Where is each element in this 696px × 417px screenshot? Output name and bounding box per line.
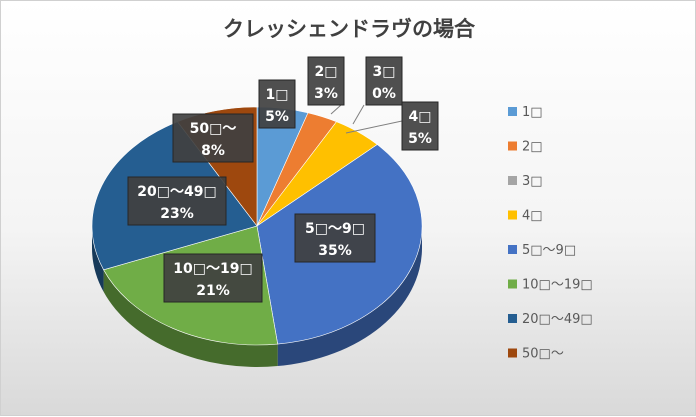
data-labels: 1□ 5% 2□ 3% 3□ 0% 4□ 5% 5□～9□ 35% 10□～19□ 21% 20□～49…	[127, 56, 439, 303]
data-label-box-1	[258, 79, 296, 129]
legend-swatch-7	[508, 314, 517, 323]
data-label-box-3	[365, 56, 403, 106]
data-label-category-6: 10□～19□	[173, 261, 252, 277]
legend-swatch-1	[508, 107, 517, 116]
legend-swatch-4	[508, 210, 517, 220]
leader-line-2	[330, 104, 342, 115]
pie-side-6	[103, 269, 278, 367]
legend-label-1: 1□	[522, 105, 543, 120]
data-label-category-2: 2□	[315, 64, 338, 80]
legend-swatch-2	[508, 141, 517, 151]
legend-swatch-5	[508, 245, 517, 254]
pie-side-7	[92, 226, 104, 292]
data-label-category-5: 5□～9□	[305, 221, 365, 237]
data-label-box-4	[401, 101, 439, 151]
data-label-value-5: 35%	[318, 243, 352, 259]
pie-side-5	[277, 226, 422, 367]
data-label-box-2	[307, 56, 345, 106]
leader-line-3	[352, 104, 365, 125]
legend-label-4: 4□	[522, 209, 543, 224]
legend-label-2: 2□	[522, 140, 543, 155]
data-label-category-1: 1□	[266, 87, 289, 103]
legend-label-5: 5□～9□	[522, 243, 576, 258]
legend: 1□ 2□ 3□ 4□ 5□～9□ 10□～19□ 20□～49□ 50□～	[508, 105, 593, 362]
legend-swatch-3	[508, 176, 517, 185]
data-label-box-8	[172, 113, 254, 163]
pie-side-walls	[92, 226, 422, 367]
legend-label-8: 50□～	[522, 347, 564, 362]
legend-label-6: 10□～19□	[522, 278, 593, 293]
legend-swatch-8	[508, 348, 517, 358]
data-label-value-8: 8%	[201, 143, 225, 159]
data-label-box-6	[163, 253, 263, 303]
data-label-value-2: 3%	[314, 86, 338, 102]
data-label-category-3: 3□	[373, 64, 396, 80]
data-label-value-7: 23%	[160, 206, 194, 222]
data-label-box-5	[294, 213, 376, 263]
data-label-value-1: 5%	[265, 109, 289, 125]
data-label-category-4: 4□	[409, 109, 432, 125]
data-label-category-8: 50□～	[190, 121, 237, 137]
legend-swatch-6	[508, 279, 517, 289]
legend-label-7: 20□～49□	[522, 312, 593, 327]
data-label-value-4: 5%	[408, 131, 432, 147]
data-label-value-3: 0%	[372, 86, 396, 102]
data-label-category-7: 20□～49□	[137, 184, 216, 200]
chart-title: クレッシェンドラヴの場合	[223, 17, 475, 41]
legend-label-3: 3□	[522, 174, 543, 189]
leader-line-4	[345, 120, 403, 134]
data-label-value-6: 21%	[196, 283, 230, 299]
data-label-box-7	[127, 176, 227, 226]
